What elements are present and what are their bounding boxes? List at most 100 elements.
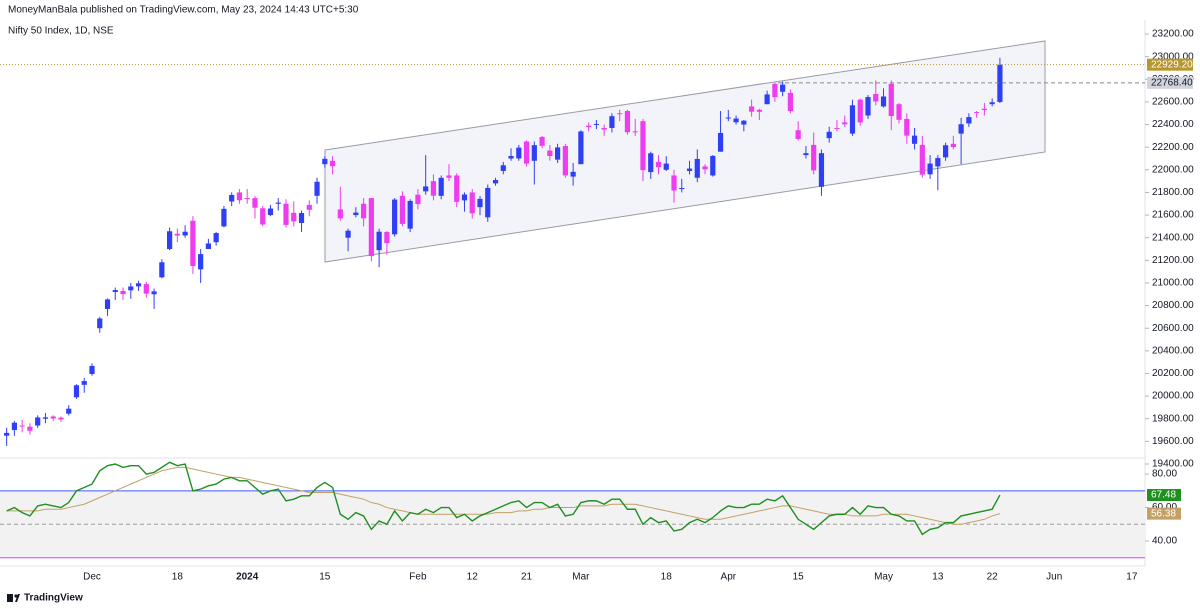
candle-body [104, 299, 111, 309]
candle-body [485, 187, 491, 218]
candle-body [787, 92, 793, 112]
brand-logo [7, 594, 20, 602]
candle-body [27, 426, 33, 431]
publisher: MoneyManBala published on TradingView.co… [8, 5, 359, 16]
candle-body [686, 168, 693, 171]
candle-body [97, 318, 103, 329]
x-tick-label: Feb [409, 572, 427, 583]
candle-body [593, 123, 599, 125]
y-tick-label: 19600.00 [1152, 436, 1194, 447]
reference-label-box [1147, 76, 1193, 89]
candle-body [617, 113, 623, 115]
candle-body [849, 105, 856, 134]
candle-body [717, 132, 724, 152]
candle-body [694, 158, 700, 178]
candle-body [345, 230, 351, 238]
y-tick-label: 22400.00 [1152, 119, 1194, 130]
candle-body [252, 198, 258, 208]
candle-body [562, 146, 568, 176]
candle-body [911, 135, 918, 144]
candle-body [361, 203, 367, 219]
candle-body [112, 290, 118, 293]
x-tick-label: 22 [987, 572, 999, 583]
x-tick-label: 15 [319, 572, 331, 583]
candle-body [609, 116, 615, 128]
y-tick-label: 40.00 [1152, 536, 1177, 547]
x-tick-label: Dec [83, 572, 101, 583]
candle-body [407, 200, 413, 229]
candle-body [244, 198, 250, 200]
x-tick-label: May [874, 572, 893, 583]
y-tick-label: 21400.00 [1152, 232, 1194, 243]
candle-body [539, 136, 545, 146]
candle-body [120, 290, 126, 295]
candle-body [376, 231, 382, 251]
y-tick-label: 22000.00 [1152, 164, 1194, 175]
candle-body [58, 417, 64, 420]
y-tick-label: 21000.00 [1152, 278, 1194, 289]
x-tick-label: Mar [572, 572, 590, 583]
candle-body [671, 175, 677, 191]
candle-body [679, 188, 685, 190]
last-price-box [1147, 58, 1193, 71]
candle-body [399, 195, 405, 224]
candle-body [834, 127, 840, 129]
candle-body [198, 254, 204, 270]
candle-body [981, 108, 987, 110]
brand: TradingView [24, 593, 83, 604]
candle-body [213, 233, 219, 243]
candle-body [733, 118, 739, 123]
last-value-label: 56.38 [1151, 508, 1176, 519]
candle-body [42, 417, 49, 419]
candle-body [283, 203, 289, 225]
candle-body [624, 110, 631, 133]
candle-body [516, 147, 522, 159]
candle-body [384, 232, 390, 244]
candle-body [632, 131, 638, 133]
y-tick-label: 20600.00 [1152, 323, 1194, 334]
candle-body [275, 202, 281, 204]
candle-body [958, 124, 964, 134]
candle-body [880, 96, 887, 107]
y-tick-label: 21800.00 [1152, 187, 1194, 198]
y-tick-label: 23000.00 [1152, 51, 1194, 62]
y-tick-label: 80.00 [1152, 469, 1177, 480]
candle-body [772, 83, 778, 98]
candle-body [655, 161, 662, 168]
candle-body [818, 153, 825, 187]
x-tick-label: 21 [521, 572, 533, 583]
x-tick-label: 2024 [236, 572, 259, 583]
candle-body [710, 155, 716, 176]
candle-body [81, 381, 87, 385]
candle-body [143, 284, 149, 294]
candle-body [415, 194, 421, 205]
x-tick-label: 15 [793, 572, 805, 583]
candle-body [329, 160, 336, 167]
candle-body [547, 150, 553, 157]
candle-body [927, 163, 933, 175]
candle-body [446, 175, 452, 178]
candle-body [469, 192, 475, 214]
candle-body [888, 83, 894, 117]
candle-body [4, 432, 10, 436]
candle-body [764, 94, 770, 105]
candle-body [842, 122, 848, 125]
candle-body [756, 109, 762, 112]
candle-body [795, 130, 801, 140]
candle-body [190, 220, 196, 266]
candle-body [974, 112, 980, 114]
candle-body [66, 408, 72, 414]
candle-body [461, 194, 468, 201]
x-tick-label: Jun [1046, 572, 1062, 583]
candle-body [291, 212, 297, 222]
y-tick-label: 20800.00 [1152, 300, 1194, 311]
candle-body [857, 99, 863, 123]
candle-body [500, 165, 506, 171]
candle-body [205, 243, 211, 250]
candle-body [523, 141, 530, 164]
candle-body [159, 262, 165, 278]
candle-body [430, 181, 437, 196]
candle-body [896, 104, 902, 120]
symbol: Nifty 50 Index, 1D, NSE [8, 26, 114, 37]
